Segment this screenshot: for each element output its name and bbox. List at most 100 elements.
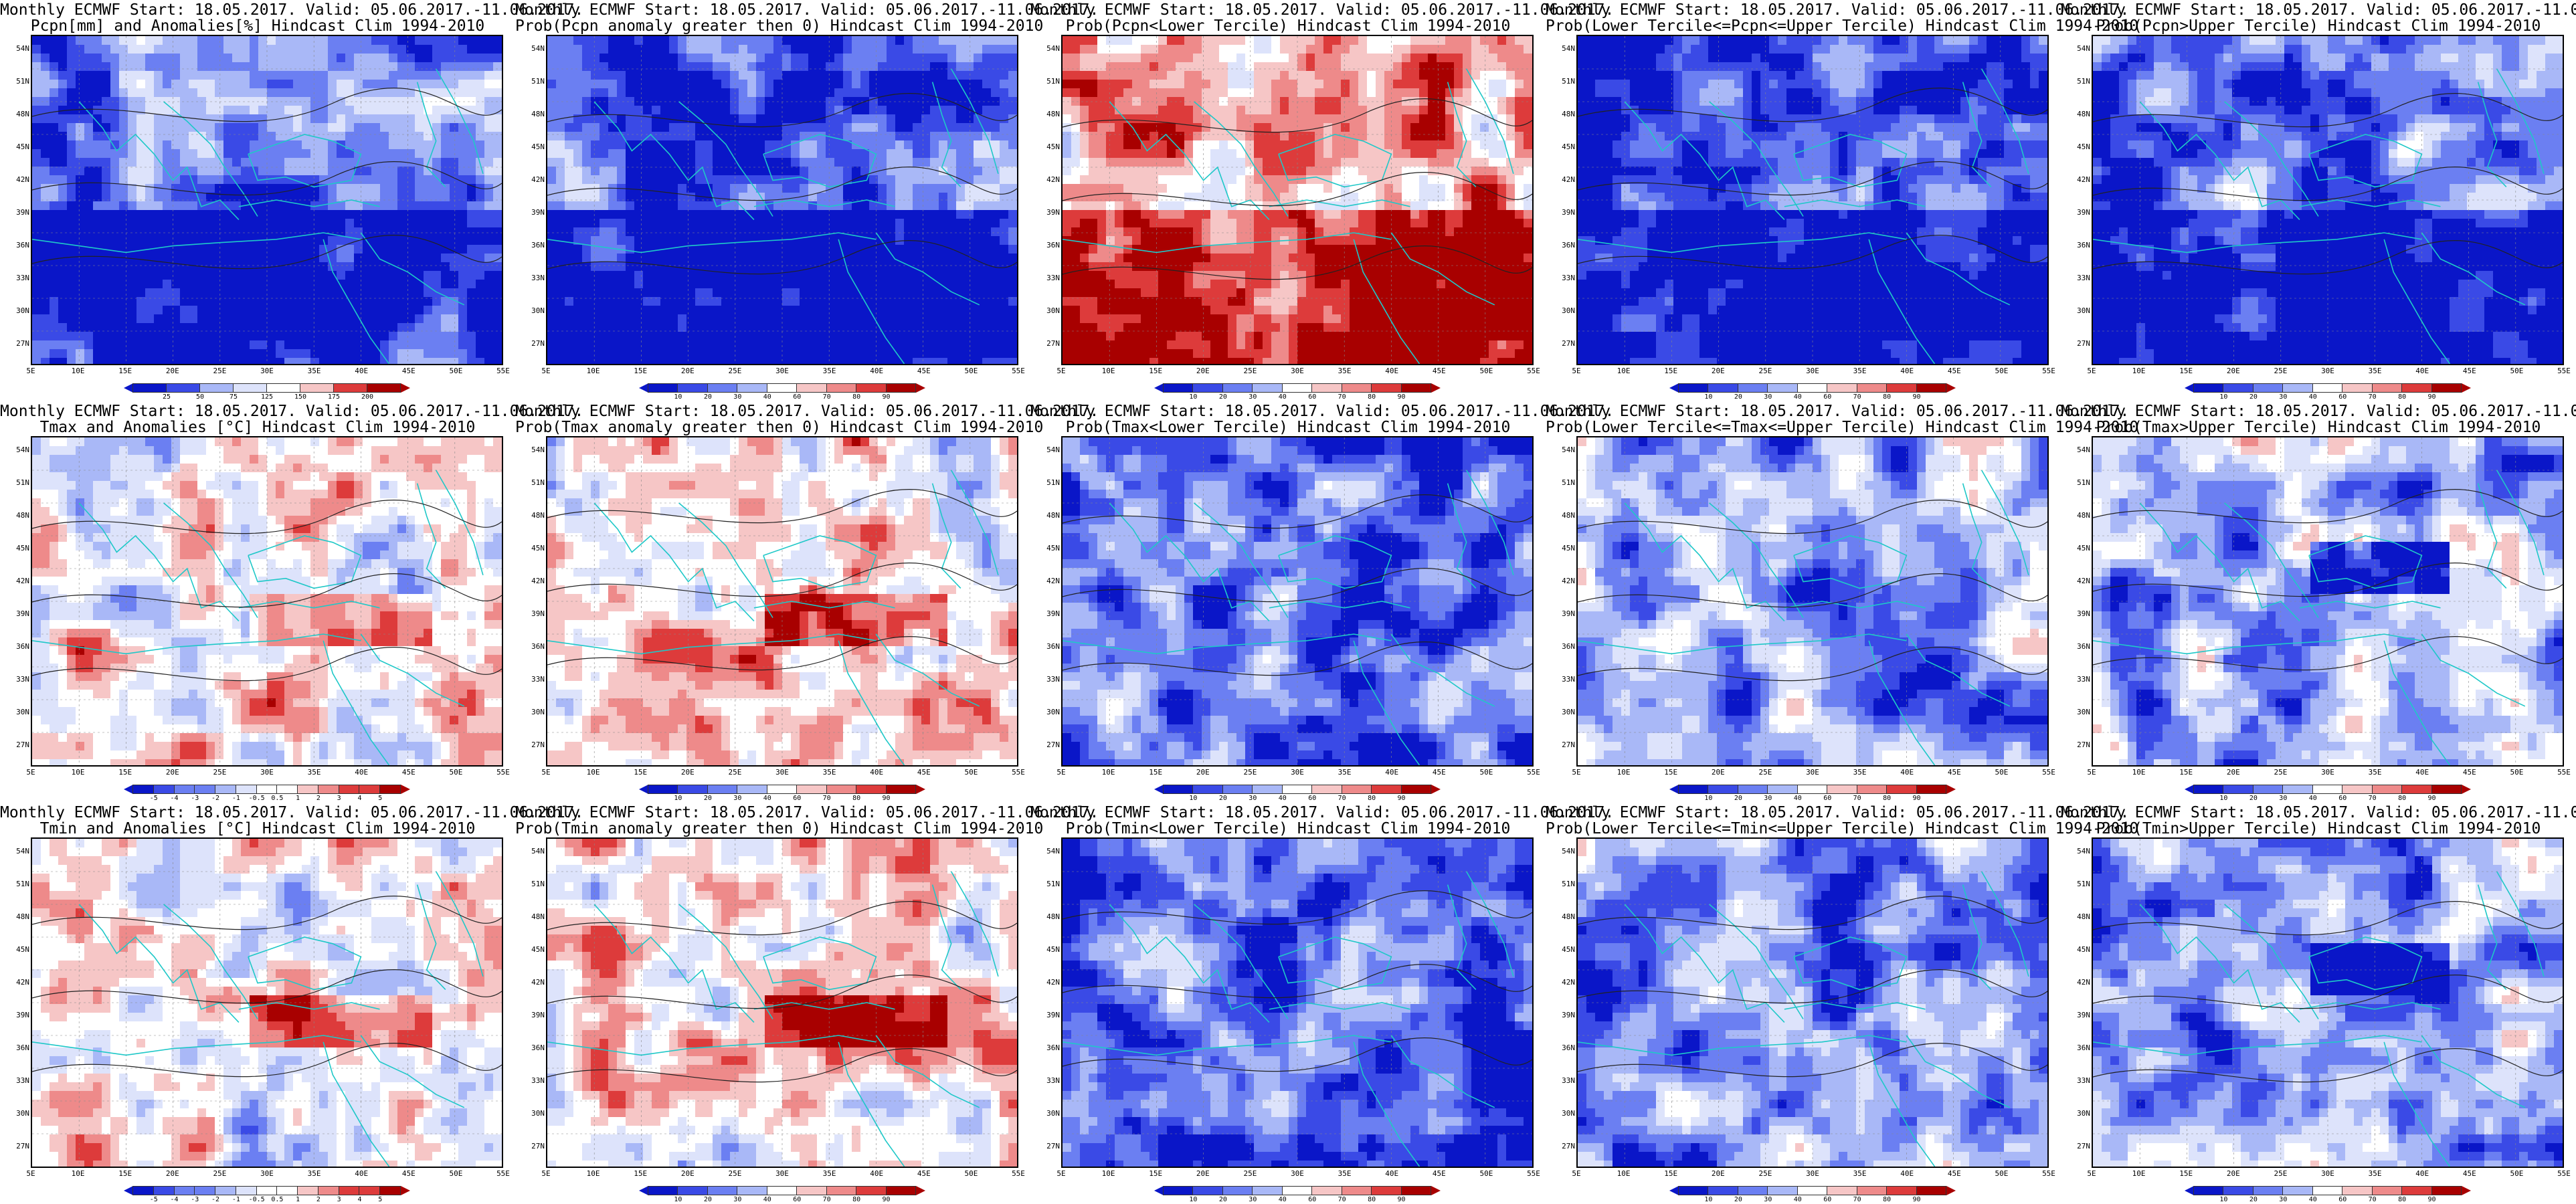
- lat-label: 45N: [2067, 544, 2090, 553]
- lon-label: 25E: [1758, 768, 1772, 777]
- lat-label: 39N: [1552, 609, 1575, 618]
- colorbar-segment: [1341, 785, 1372, 794]
- colorbar-high-arrow: [915, 383, 925, 393]
- lat-label: 33N: [522, 1076, 545, 1085]
- lon-label: 15E: [1664, 768, 1677, 777]
- lat-label: 30N: [7, 708, 29, 716]
- graticule: [1578, 437, 2047, 765]
- colorbar-high-arrow: [1946, 383, 1956, 393]
- graticule: [1063, 839, 1532, 1167]
- map-panel-tmin-anom: Monthly ECMWF Start: 18.05.2017. Valid: …: [0, 803, 583, 1204]
- colorbar-segment: [856, 785, 887, 794]
- colorbar-tick-label: 70: [823, 393, 831, 401]
- panel-title-line2: Prob(Tmin anomaly greater then 0) Hindca…: [515, 820, 1043, 837]
- colorbar-segment: [300, 383, 334, 393]
- lon-label: 50E: [449, 768, 462, 777]
- colorbar-ticks: 10 20 30 40 60 70 80 90: [1164, 393, 1431, 401]
- lon-label: 40E: [1900, 367, 1914, 375]
- lon-label: 5E: [1056, 367, 1065, 375]
- colorbar: [124, 383, 410, 393]
- colorbar-tick-label: 2: [316, 795, 320, 802]
- colorbar-tick-label: 0.5: [271, 795, 283, 802]
- map-panel-pcpn-upper: Monthly ECMWF Start: 18.05.2017. Valid: …: [2061, 0, 2576, 401]
- lon-label: 45E: [1433, 367, 1446, 375]
- lat-label: 30N: [522, 708, 545, 716]
- lon-label: 15E: [634, 1169, 647, 1178]
- lat-label: 42N: [7, 175, 29, 184]
- coastlines: [547, 871, 1017, 1167]
- panel-title-line2: Prob(Pcpn anomaly greater then 0) Hindca…: [515, 17, 1043, 35]
- colorbar-tick-label: 25: [163, 393, 171, 401]
- lon-label: 25E: [2274, 768, 2287, 777]
- colorbar-segment: [796, 383, 827, 393]
- colorbar-tick-label: 40: [1279, 1196, 1287, 1203]
- lat-label: 51N: [2067, 880, 2090, 888]
- colorbar-tick-label: 10: [1704, 393, 1712, 401]
- lon-label: 25E: [213, 768, 226, 777]
- lon-label: 40E: [2415, 768, 2429, 777]
- colorbar-low-arrow: [2185, 1186, 2194, 1195]
- lat-label: 36N: [522, 241, 545, 249]
- colorbar-tick-label: 30: [1764, 393, 1772, 401]
- graticule: [1578, 839, 2047, 1167]
- colorbar-segment: [2223, 785, 2253, 794]
- lon-label: 30E: [260, 1169, 274, 1178]
- lon-label: 10E: [72, 768, 85, 777]
- colorbar-segment: [256, 1186, 278, 1195]
- lon-label: 15E: [1664, 1169, 1677, 1178]
- graticule: [32, 36, 502, 364]
- lon-label: 55E: [2557, 367, 2571, 375]
- colorbar-tick-label: 60: [1308, 393, 1316, 401]
- lon-label: 55E: [2557, 768, 2571, 777]
- colorbar: [1669, 785, 1956, 794]
- colorbar-segment: [2193, 1186, 2224, 1195]
- lon-label: 40E: [2415, 1169, 2429, 1178]
- lon-label: 50E: [2510, 367, 2523, 375]
- lat-label: 33N: [2067, 274, 2090, 282]
- colorbar-segment: [737, 785, 767, 794]
- panel-title-line2: Prob(Lower Tercile<=Pcpn<=Upper Tercile)…: [1546, 17, 2138, 35]
- colorbar-segment: [1281, 1186, 1313, 1195]
- lon-label: 55E: [1527, 768, 1540, 777]
- lon-label: 35E: [823, 768, 836, 777]
- colorbar-segment: [1827, 383, 1857, 393]
- lon-label: 50E: [964, 1169, 978, 1178]
- colorbar: [1154, 785, 1441, 794]
- colorbar-segment: [1708, 785, 1738, 794]
- lon-label: 25E: [213, 367, 226, 375]
- colorbar-tick-label: 5: [378, 1196, 382, 1203]
- colorbar-segment: [1797, 1186, 1828, 1195]
- lat-label: 33N: [7, 675, 29, 684]
- lat-label: 36N: [2067, 241, 2090, 249]
- map-svg: [32, 437, 502, 765]
- lon-label: 30E: [260, 768, 274, 777]
- lon-label: 45E: [402, 1169, 416, 1178]
- colorbar-segment: [796, 785, 827, 794]
- lon-label: 45E: [1433, 768, 1446, 777]
- lon-label: 50E: [449, 367, 462, 375]
- graticule: [1063, 36, 1532, 364]
- colorbar-segment: [338, 785, 360, 794]
- colorbar-segment: [2342, 383, 2373, 393]
- lon-label: 20E: [681, 367, 695, 375]
- lon-label: 10E: [1617, 1169, 1631, 1178]
- colorbar-tick-label: 60: [2338, 795, 2347, 802]
- colorbar-segment: [826, 785, 857, 794]
- lat-label: 39N: [522, 1011, 545, 1019]
- lon-label: 25E: [1758, 1169, 1772, 1178]
- panel-title-line1: Monthly ECMWF Start: 18.05.2017. Valid: …: [2061, 804, 2576, 821]
- lat-label: 33N: [522, 675, 545, 684]
- shaded-field: [547, 437, 1017, 765]
- colorbar-segment: [2431, 1186, 2462, 1195]
- colorbar: [1669, 383, 1956, 393]
- lat-label: 51N: [522, 880, 545, 888]
- colorbar-segment: [1916, 785, 1946, 794]
- lat-label: 27N: [1037, 339, 1060, 348]
- colorbar-low-arrow: [1669, 383, 1679, 393]
- map-panel-tmax-middle: Monthly ECMWF Start: 18.05.2017. Valid: …: [1546, 401, 2138, 803]
- lon-label: 5E: [541, 1169, 550, 1178]
- colorbar-tick-label: 90: [1913, 1196, 1921, 1203]
- lat-label: 51N: [2067, 478, 2090, 487]
- map-svg: [1063, 437, 1532, 765]
- panel-title-line1: Monthly ECMWF Start: 18.05.2017. Valid: …: [1030, 403, 1614, 420]
